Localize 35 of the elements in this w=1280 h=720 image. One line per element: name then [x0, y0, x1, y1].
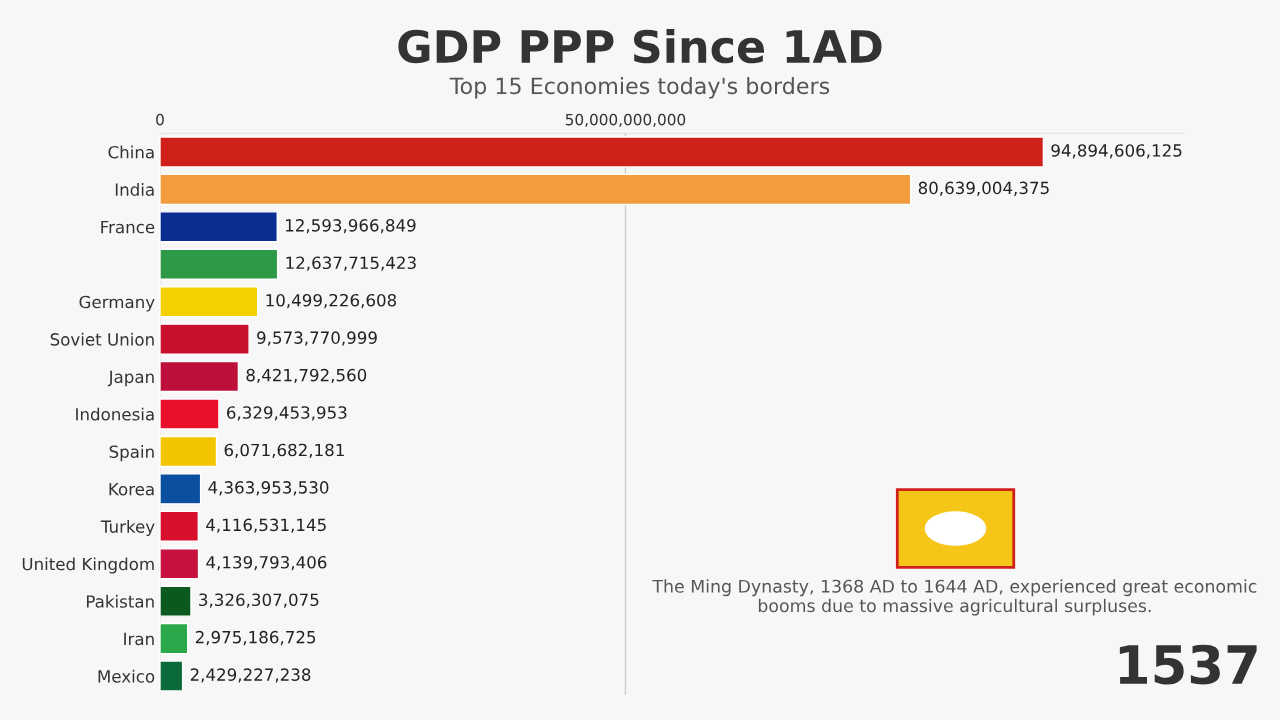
y-tick-label: Korea [109, 483, 154, 496]
y-tick-label: Mexico [98, 669, 155, 683]
y-tick-label: Soviet Union [50, 332, 154, 346]
y-tick-label: Iran [124, 632, 154, 646]
y-tick-label: China [108, 145, 154, 159]
data-label: 12,637,715,423 [286, 256, 416, 271]
data-label: 4,116,531,145 [206, 518, 326, 533]
chart-title: GDP PPP Since 1AD [398, 28, 882, 64]
data-label: 6,071,682,181 [224, 443, 344, 458]
data-label: 4,363,953,530 [208, 481, 329, 496]
y-tick-label: Germany [79, 295, 155, 312]
data-label: 3,326,307,075 [199, 593, 319, 608]
data-label: 4,139,793,406 [206, 555, 327, 571]
annotation: 1537 [1119, 644, 1257, 685]
y-tick-label: Pakistan [86, 594, 154, 608]
annotation: The Ming Dynasty, 1368 AD to 1644 AD, experienced great economic booms due to massive agricultural surpluses. [652, 579, 1257, 616]
data-label: 8,421,792,560 [246, 368, 367, 384]
x-tick-label: 50,000,000,000 [565, 113, 686, 127]
x-tick-label: 0 [156, 113, 164, 126]
y-tick-label: Turkey [100, 519, 155, 537]
data-label: 80,639,004,375 [918, 181, 1049, 196]
y-tick-label: France [101, 220, 155, 234]
data-label: 10,499,226,608 [266, 293, 397, 309]
data-label: 2,429,227,238 [190, 668, 311, 683]
y-tick-label: India [115, 183, 154, 196]
y-tick-label: Japan [107, 370, 154, 387]
data-label: 6,329,453,953 [227, 406, 347, 421]
data-label: 2,975,186,725 [195, 630, 316, 646]
y-tick-label: United Kingdom [22, 557, 154, 574]
data-label: 12,593,966,849 [286, 219, 416, 234]
y-tick-label: Indonesia [76, 407, 154, 421]
data-label: 9,573,770,999 [257, 331, 377, 346]
data-label: 94,894,606,125 [1051, 144, 1182, 159]
y-tick-label: Spain [109, 445, 154, 462]
chart-subtitle: Top 15 Economies today's borders [449, 77, 830, 99]
